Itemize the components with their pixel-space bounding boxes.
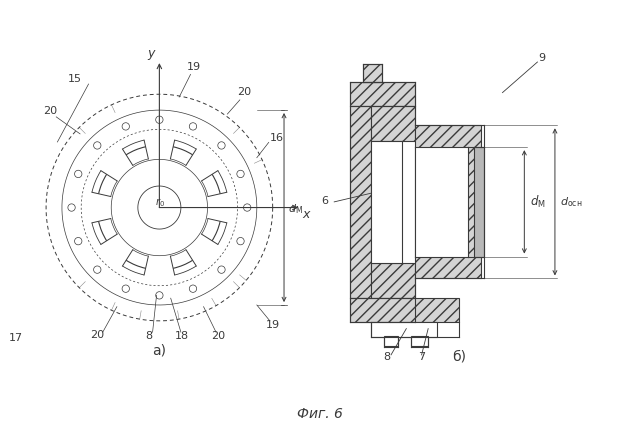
Bar	[371, 106, 415, 141]
Text: 19: 19	[187, 62, 201, 72]
Text: $r_0$: $r_0$	[155, 196, 164, 209]
Bar	[474, 147, 484, 257]
Text: 20: 20	[90, 330, 104, 340]
Text: 17: 17	[9, 333, 23, 343]
Bar	[349, 298, 459, 322]
Text: 20: 20	[237, 88, 252, 97]
Text: 20: 20	[211, 331, 226, 341]
Text: 6: 6	[321, 196, 328, 206]
Text: 15: 15	[68, 74, 81, 84]
Bar	[371, 263, 415, 298]
Text: 16: 16	[270, 133, 284, 143]
Bar	[349, 82, 415, 106]
Bar	[415, 147, 467, 257]
Bar	[415, 125, 481, 278]
Text: y: y	[147, 48, 154, 60]
Text: 18: 18	[175, 331, 189, 341]
Text: 7: 7	[419, 352, 426, 362]
Bar	[363, 64, 382, 82]
Text: $d_\mathrm{M}$: $d_\mathrm{M}$	[529, 194, 545, 210]
Text: 8: 8	[383, 352, 390, 362]
Text: 19: 19	[266, 320, 280, 330]
Bar	[371, 322, 437, 337]
Text: 20: 20	[44, 106, 58, 116]
Text: x: x	[302, 208, 310, 221]
Text: $d_\mathrm{M}$: $d_\mathrm{M}$	[288, 202, 303, 216]
Text: Фиг. 6: Фиг. 6	[297, 407, 343, 421]
Text: б): б)	[452, 349, 466, 363]
Text: 8: 8	[145, 331, 152, 341]
Text: $d_\mathrm{осн}$: $d_\mathrm{осн}$	[560, 195, 582, 209]
Bar	[371, 141, 402, 263]
Text: a): a)	[152, 344, 166, 358]
Bar	[349, 106, 371, 298]
Bar	[411, 337, 428, 346]
Text: 9: 9	[538, 53, 545, 63]
Bar	[385, 337, 397, 346]
